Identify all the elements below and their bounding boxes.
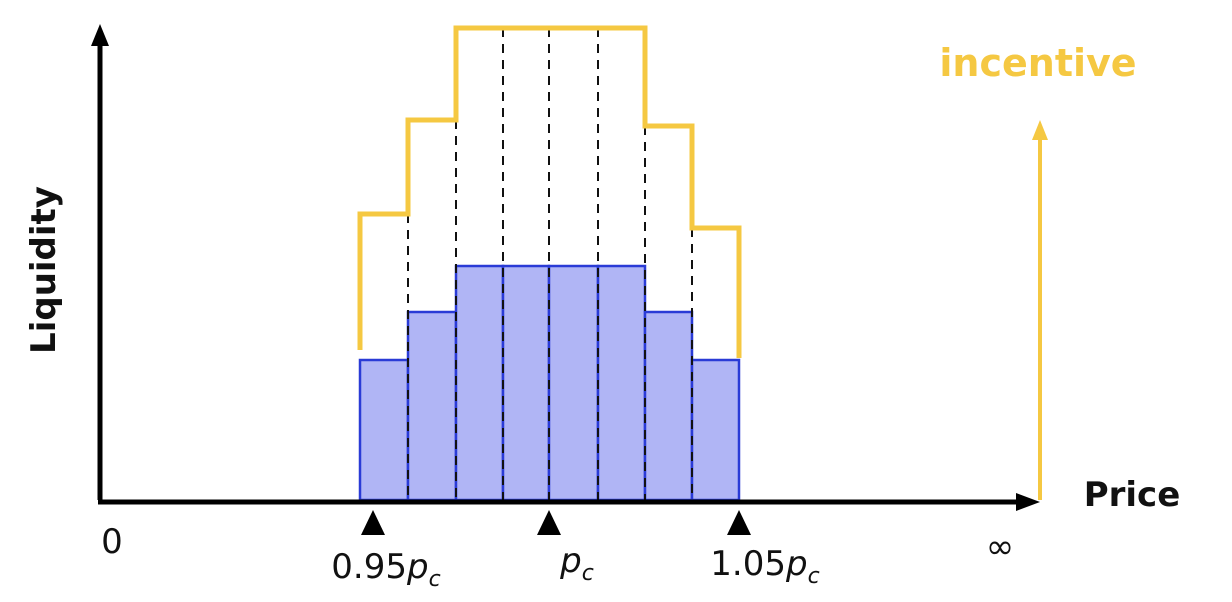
y-arrow: [91, 24, 109, 46]
marker-subscript: c: [429, 567, 441, 592]
incentive-line: [357, 25, 742, 358]
marker-symbol: p: [785, 544, 808, 584]
y-axis-label: Liquidity: [24, 186, 64, 354]
incentive-label: incentive: [939, 41, 1136, 85]
incentive-arrow: [1032, 120, 1048, 140]
bar: [358, 358, 410, 502]
origin-label: 0: [101, 522, 123, 562]
bar: [454, 264, 505, 502]
marker-symbol: p: [559, 541, 582, 581]
marker-symbol: p: [406, 547, 429, 587]
marker-label: 0.95pc: [331, 547, 440, 592]
marker-subscript: c: [808, 564, 820, 589]
bar: [406, 310, 458, 502]
liquidity-bars: [358, 264, 741, 502]
dividers: [407, 28, 693, 500]
bar: [690, 358, 741, 502]
marker: [361, 510, 385, 535]
marker-subscript: c: [582, 561, 594, 586]
bar: [501, 264, 551, 502]
bar: [643, 310, 694, 502]
x-arrow: [1016, 493, 1040, 511]
marker: [537, 510, 561, 535]
marker-prefix: 1.05: [710, 544, 786, 584]
end-label: ∞: [986, 527, 1014, 567]
marker-prefix: 0.95: [331, 547, 407, 587]
bar: [547, 264, 600, 502]
marker-label: pc: [559, 541, 594, 586]
marker-label: 1.05pc: [710, 544, 819, 589]
x-axis-label: Price: [1084, 475, 1181, 515]
marker: [727, 510, 751, 535]
bar: [596, 264, 647, 502]
